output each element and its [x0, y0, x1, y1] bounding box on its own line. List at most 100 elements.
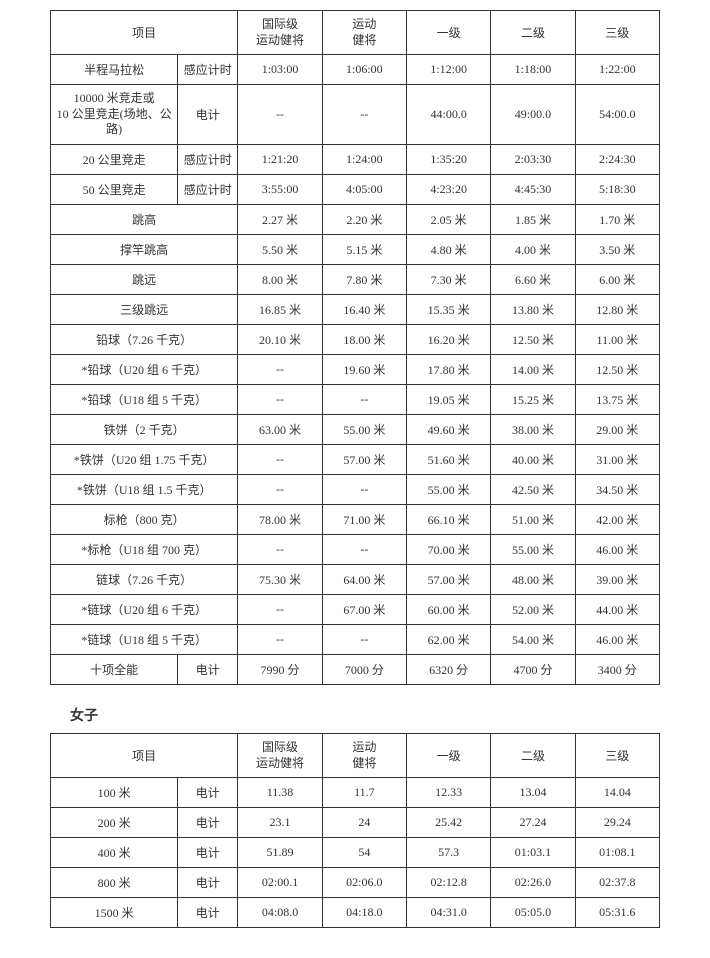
value-cell: --	[238, 354, 322, 384]
event-cell: 1500 米	[51, 898, 178, 928]
value-cell: 12.80 米	[575, 294, 659, 324]
value-cell: 01:03.1	[491, 838, 575, 868]
event-cell: 半程马拉松	[51, 55, 178, 85]
standards-table-men: 项目 国际级运动健将 运动健将 一级 二级 三级 半程马拉松感应计时1:03:0…	[50, 10, 660, 685]
value-cell: 19.60 米	[322, 354, 406, 384]
event-sub-cell: 电计	[178, 898, 238, 928]
event-cell: 铅球（7.26 千克）	[51, 324, 238, 354]
value-cell: 2:24:30	[575, 144, 659, 174]
value-cell: 4.80 米	[407, 234, 491, 264]
value-cell: 7.30 米	[407, 264, 491, 294]
table-row: 三级跳远16.85 米16.40 米15.35 米13.80 米12.80 米	[51, 294, 660, 324]
event-cell: 跳高	[51, 204, 238, 234]
value-cell: 2:03:30	[491, 144, 575, 174]
table-row: *铅球（U20 组 6 千克）--19.60 米17.80 米14.00 米12…	[51, 354, 660, 384]
value-cell: 46.00 米	[575, 624, 659, 654]
value-cell: 42.00 米	[575, 504, 659, 534]
value-cell: 02:37.8	[575, 868, 659, 898]
value-cell: 64.00 米	[322, 564, 406, 594]
header-lvl3: 三级	[575, 733, 659, 777]
header-master: 运动健将	[322, 11, 406, 55]
event-sub-cell: 感应计时	[178, 55, 238, 85]
standards-table-women: 项目 国际级运动健将 运动健将 一级 二级 三级 100 米电计11.3811.…	[50, 733, 660, 928]
value-cell: 55.00 米	[322, 414, 406, 444]
event-cell: 十项全能	[51, 654, 178, 684]
table-row: *链球（U20 组 6 千克）--67.00 米60.00 米52.00 米44…	[51, 594, 660, 624]
value-cell: 54.00 米	[491, 624, 575, 654]
value-cell: 11.7	[322, 778, 406, 808]
value-cell: 02:12.8	[407, 868, 491, 898]
value-cell: 25.42	[407, 808, 491, 838]
value-cell: 70.00 米	[407, 534, 491, 564]
value-cell: 7000 分	[322, 654, 406, 684]
value-cell: 13.04	[491, 778, 575, 808]
value-cell: 49.60 米	[407, 414, 491, 444]
value-cell: 5.50 米	[238, 234, 322, 264]
table-row: *铅球（U18 组 5 千克）----19.05 米15.25 米13.75 米	[51, 384, 660, 414]
value-cell: 4:05:00	[322, 174, 406, 204]
header-event: 项目	[51, 11, 238, 55]
value-cell: 5:18:30	[575, 174, 659, 204]
event-cell: 200 米	[51, 808, 178, 838]
value-cell: 1.70 米	[575, 204, 659, 234]
value-cell: --	[322, 384, 406, 414]
value-cell: 4700 分	[491, 654, 575, 684]
value-cell: 01:08.1	[575, 838, 659, 868]
table-row: *标枪（U18 组 700 克）----70.00 米55.00 米46.00 …	[51, 534, 660, 564]
event-cell: *铁饼（U20 组 1.75 千克）	[51, 444, 238, 474]
value-cell: 51.00 米	[491, 504, 575, 534]
value-cell: 3400 分	[575, 654, 659, 684]
value-cell: 17.80 米	[407, 354, 491, 384]
value-cell: 02:26.0	[491, 868, 575, 898]
value-cell: 75.30 米	[238, 564, 322, 594]
value-cell: 8.00 米	[238, 264, 322, 294]
value-cell: 16.85 米	[238, 294, 322, 324]
value-cell: 40.00 米	[491, 444, 575, 474]
event-sub-cell: 电计	[178, 85, 238, 145]
header-master: 运动健将	[322, 733, 406, 777]
value-cell: 27.24	[491, 808, 575, 838]
value-cell: --	[238, 594, 322, 624]
value-cell: 38.00 米	[491, 414, 575, 444]
value-cell: 29.24	[575, 808, 659, 838]
event-cell: *链球（U20 组 6 千克）	[51, 594, 238, 624]
table1-body: 半程马拉松感应计时1:03:001:06:001:12:001:18:001:2…	[51, 55, 660, 685]
value-cell: 78.00 米	[238, 504, 322, 534]
value-cell: 55.00 米	[491, 534, 575, 564]
section-title-women: 女子	[70, 705, 660, 725]
event-sub-cell: 感应计时	[178, 144, 238, 174]
value-cell: 24	[322, 808, 406, 838]
value-cell: 55.00 米	[407, 474, 491, 504]
value-cell: 46.00 米	[575, 534, 659, 564]
table-row: 跳高2.27 米2.20 米2.05 米1.85 米1.70 米	[51, 204, 660, 234]
value-cell: 63.00 米	[238, 414, 322, 444]
table-row: 跳远8.00 米7.80 米7.30 米6.60 米6.00 米	[51, 264, 660, 294]
value-cell: 05:31.6	[575, 898, 659, 928]
table-row: 铅球（7.26 千克）20.10 米18.00 米16.20 米12.50 米1…	[51, 324, 660, 354]
table-row: 20 公里竞走感应计时1:21:201:24:001:35:202:03:302…	[51, 144, 660, 174]
value-cell: 18.00 米	[322, 324, 406, 354]
value-cell: 42.50 米	[491, 474, 575, 504]
value-cell: 11.38	[238, 778, 322, 808]
table-row: 标枪（800 克）78.00 米71.00 米66.10 米51.00 米42.…	[51, 504, 660, 534]
table-row: 10000 米竞走或10 公里竞走(场地、公路)电计----44:00.049:…	[51, 85, 660, 145]
value-cell: 1:21:20	[238, 144, 322, 174]
value-cell: 4.00 米	[491, 234, 575, 264]
value-cell: 19.05 米	[407, 384, 491, 414]
value-cell: --	[238, 474, 322, 504]
event-cell: *铅球（U18 组 5 千克）	[51, 384, 238, 414]
event-cell: *铅球（U20 组 6 千克）	[51, 354, 238, 384]
value-cell: --	[238, 624, 322, 654]
value-cell: 52.00 米	[491, 594, 575, 624]
value-cell: 67.00 米	[322, 594, 406, 624]
header-intl: 国际级运动健将	[238, 733, 322, 777]
value-cell: --	[322, 474, 406, 504]
value-cell: 12.50 米	[491, 324, 575, 354]
value-cell: 57.00 米	[322, 444, 406, 474]
value-cell: 54	[322, 838, 406, 868]
header-intl: 国际级运动健将	[238, 11, 322, 55]
value-cell: 62.00 米	[407, 624, 491, 654]
event-cell: *铁饼（U18 组 1.5 千克）	[51, 474, 238, 504]
value-cell: 39.00 米	[575, 564, 659, 594]
value-cell: 20.10 米	[238, 324, 322, 354]
